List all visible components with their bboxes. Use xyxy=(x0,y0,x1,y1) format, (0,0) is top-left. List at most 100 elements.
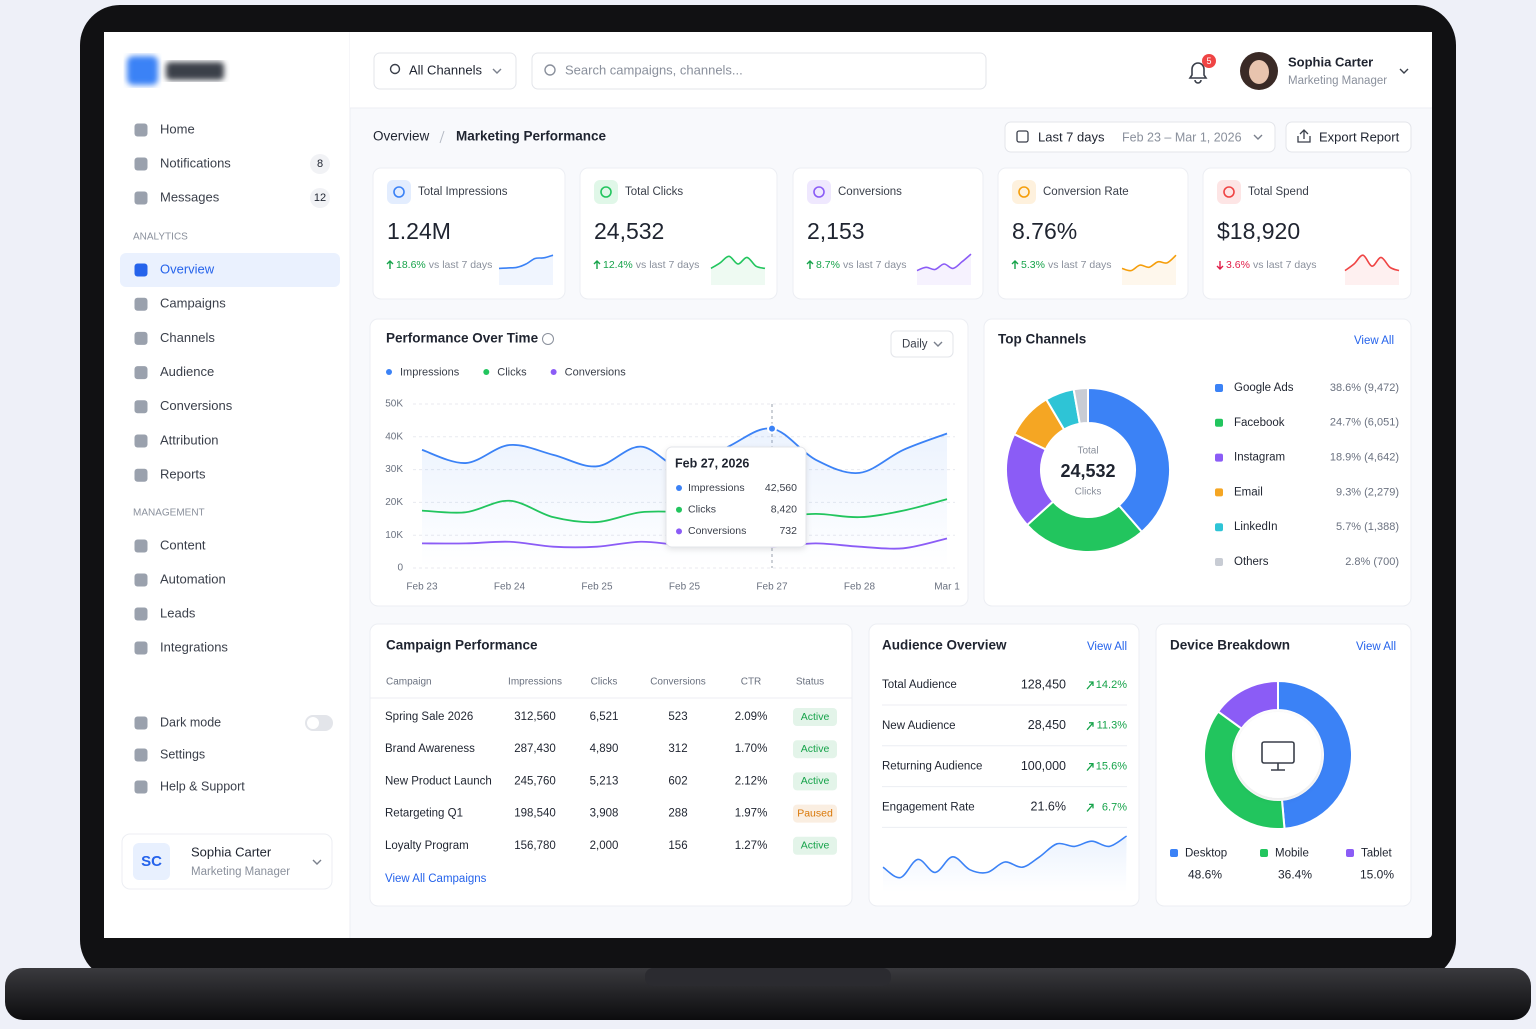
nav-item[interactable]: Home xyxy=(160,121,195,136)
nav-item[interactable]: Reports xyxy=(160,467,206,482)
data-label: 38.6% (9,472) xyxy=(1330,382,1399,394)
breadcrumb-item[interactable]: Overview xyxy=(373,129,430,144)
search-box[interactable] xyxy=(531,52,987,90)
nav-icon xyxy=(134,716,148,730)
audience-change: 15.6% xyxy=(1096,761,1127,773)
channel-filter-label: All Channels xyxy=(409,62,482,77)
nav-badge: 8 xyxy=(317,158,323,170)
kpi-value: 2,153 xyxy=(807,218,865,244)
period-select[interactable] xyxy=(890,330,954,358)
nav-badge: 12 xyxy=(314,192,326,204)
status-label: Active xyxy=(801,840,830,852)
tooltip-value: 8,420 xyxy=(771,503,797,515)
badge xyxy=(310,154,330,174)
kpi-change-value: 12.4% xyxy=(603,259,633,271)
table-cell: Brand Awareness xyxy=(385,743,475,755)
profile-name: Sophia Carter xyxy=(191,844,272,859)
legend-swatch xyxy=(1215,453,1223,462)
nav-item[interactable]: Campaigns xyxy=(160,296,226,311)
search-icon xyxy=(544,64,556,76)
kpi-icon xyxy=(1018,186,1030,198)
nav-item[interactable]: Messages xyxy=(160,189,220,204)
user-role: Marketing Manager xyxy=(1288,75,1387,87)
chevron-icon xyxy=(312,859,322,865)
nav-icon xyxy=(134,468,148,482)
view-all-link[interactable]: View All xyxy=(1356,641,1396,653)
nav-item[interactable]: Automation xyxy=(160,571,226,586)
tooltip-name: Impressions xyxy=(688,482,745,494)
y-tick-label: 0 xyxy=(397,563,403,574)
table-cell: 6,521 xyxy=(590,711,619,723)
data-label: 18.9% (4,642) xyxy=(1330,452,1399,464)
table-cell: 2.09% xyxy=(735,711,768,723)
donut-segment xyxy=(1216,679,1279,730)
audience-change: 11.3% xyxy=(1097,720,1128,732)
nav-item[interactable]: Attribution xyxy=(160,432,219,447)
y-tick-label: 40K xyxy=(385,431,403,442)
x-tick-label: Feb 24 xyxy=(494,582,526,593)
nav-item[interactable]: Channels xyxy=(160,330,215,345)
x-tick-label: Feb 25 xyxy=(669,582,701,593)
chart-title: Top Channels xyxy=(998,332,1086,347)
view-all-link[interactable]: View All Campaigns xyxy=(385,873,487,885)
kpi-sparkline xyxy=(916,253,972,272)
legend-swatch xyxy=(1215,558,1223,566)
nav-item[interactable]: Leads xyxy=(160,605,196,620)
trend-arrow xyxy=(1216,261,1224,270)
audience-value: 28,450 xyxy=(1028,718,1066,732)
kpi-change: 18.6% vs last 7 days xyxy=(396,259,492,271)
tooltip-swatch xyxy=(676,485,682,491)
kpi-card xyxy=(792,167,984,300)
nav-item[interactable]: Conversions xyxy=(160,398,233,413)
nav-item[interactable]: Dark mode xyxy=(160,715,221,729)
table-cell: 198,540 xyxy=(514,808,556,820)
notification-count: 5 xyxy=(1206,56,1211,66)
kpi-card xyxy=(579,167,778,300)
kpi-change: 12.4% vs last 7 days xyxy=(603,259,699,271)
view-all-link[interactable]: View All xyxy=(1354,335,1394,347)
export-button[interactable] xyxy=(1285,121,1412,153)
donut-segment xyxy=(1087,386,1171,534)
table-cell: 287,430 xyxy=(514,743,556,755)
legend-label: LinkedIn xyxy=(1234,521,1277,533)
legend-swatch xyxy=(483,369,490,375)
legend-swatch xyxy=(1346,849,1354,857)
table-cell: 1.27% xyxy=(735,840,768,852)
nav-item[interactable]: Integrations xyxy=(160,639,228,654)
x-tick-label: Feb 23 xyxy=(406,582,438,593)
campaigns-card xyxy=(369,623,853,907)
y-tick-label: 30K xyxy=(385,464,403,475)
y-tick-label: 10K xyxy=(385,530,403,541)
bell-icon[interactable] xyxy=(1188,62,1208,84)
nav-item[interactable]: Overview xyxy=(160,261,215,276)
profile-role: Marketing Manager xyxy=(191,866,290,878)
kpi-change-note: vs last 7 days xyxy=(843,259,907,271)
export-label: Export Report xyxy=(1319,129,1400,144)
kpi-change-value: 5.3% xyxy=(1021,259,1045,271)
nav-item[interactable]: Content xyxy=(160,537,206,552)
kpi-icon xyxy=(600,186,612,198)
y-tick-label: 50K xyxy=(385,399,403,410)
channel-filter[interactable] xyxy=(373,52,517,90)
column-header: Conversions xyxy=(650,677,706,688)
donut-center-label: Total xyxy=(1077,446,1098,457)
logo-text xyxy=(166,62,224,80)
nav-item[interactable]: Settings xyxy=(160,747,205,761)
nav-item[interactable]: Audience xyxy=(160,364,214,379)
table-cell: 245,760 xyxy=(514,775,556,787)
nav-icon xyxy=(134,641,148,655)
nav-item[interactable]: Help & Support xyxy=(160,779,245,793)
kpi-change: 3.6% vs last 7 days xyxy=(1226,259,1317,271)
date-range-button[interactable] xyxy=(1004,121,1276,153)
nav-icon xyxy=(134,157,148,171)
trend-arrow xyxy=(1011,260,1019,269)
kpi-icon-bg xyxy=(807,180,831,204)
data-label: 5.7% (1,388) xyxy=(1336,521,1399,533)
table-cell: 312 xyxy=(668,743,687,755)
audience-label: New Audience xyxy=(882,720,956,732)
nav-item[interactable]: Notifications xyxy=(160,155,231,170)
kpi-value: $18,920 xyxy=(1217,218,1300,244)
view-all-link[interactable]: View All xyxy=(1087,641,1127,653)
nav-icon xyxy=(134,366,148,380)
